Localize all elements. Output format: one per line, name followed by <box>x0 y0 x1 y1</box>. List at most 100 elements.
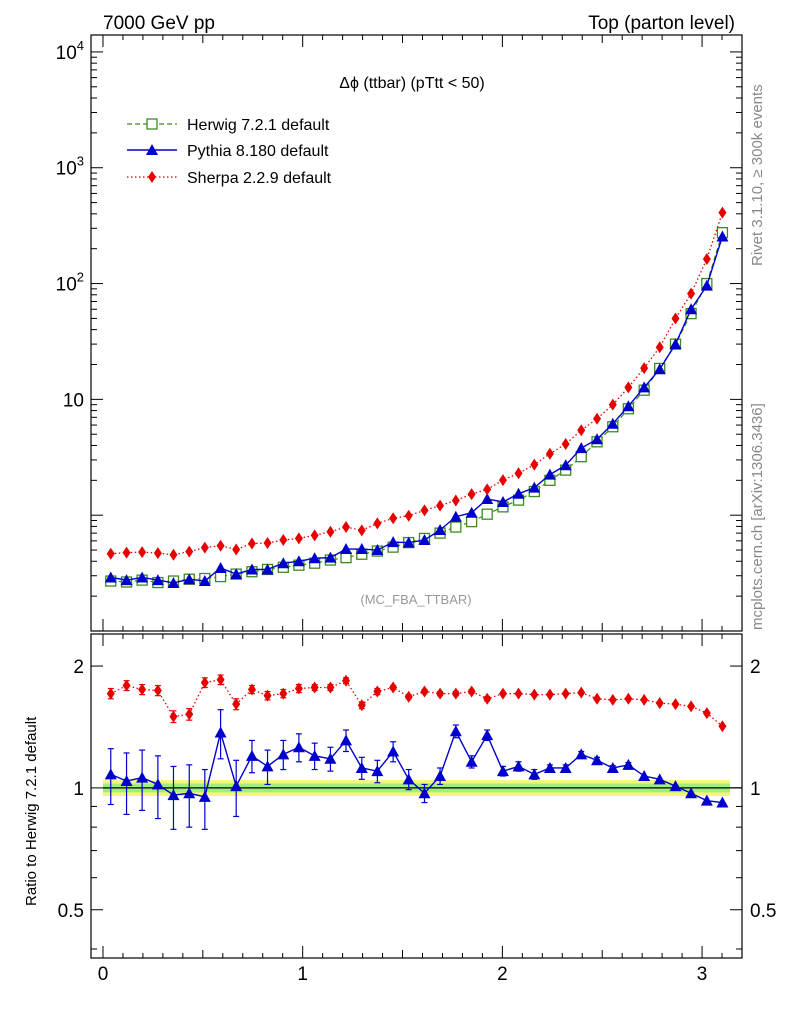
ratio-point-pythia <box>434 770 447 782</box>
data-point-pythia <box>496 495 509 507</box>
data-point-sherpa <box>420 504 429 517</box>
ratio-point-sherpa <box>655 697 664 710</box>
ratio-point-pythia <box>387 745 400 757</box>
legend-entry-pythia: Pythia 8.180 default <box>127 143 329 160</box>
ratio-point-pythia <box>167 789 180 801</box>
ratio-point-sherpa <box>106 687 115 700</box>
data-point-pythia <box>355 543 368 555</box>
data-point-sherpa <box>310 529 319 542</box>
data-point-sherpa <box>451 494 460 507</box>
ratio-point-pythia <box>120 775 133 787</box>
ratio-point-pythia <box>198 790 211 802</box>
ratio-point-sherpa <box>389 681 398 694</box>
legend-entry-herwig: Herwig 7.2.1 default <box>127 117 330 134</box>
data-point-pythia <box>606 417 619 429</box>
main-series <box>104 206 729 589</box>
data-point-sherpa <box>624 381 633 394</box>
ratio-point-pythia <box>245 749 258 761</box>
x-tick-label: 2 <box>497 964 508 985</box>
ratio-point-sherpa <box>687 700 696 713</box>
ratio-point-sherpa <box>436 687 445 700</box>
series-herwig <box>105 227 729 589</box>
data-point-pythia <box>669 338 682 350</box>
y-tick-label: 1 <box>73 779 84 800</box>
data-point-sherpa <box>577 424 586 437</box>
header-right: Top (parton level) <box>588 13 735 34</box>
ratio-frame <box>90 633 743 959</box>
legend-label-herwig: Herwig 7.2.1 default <box>187 117 330 134</box>
data-point-pythia <box>418 534 431 546</box>
data-point-pythia <box>230 568 243 580</box>
ratio-point-sherpa <box>640 693 649 706</box>
ratio-point-sherpa <box>263 689 272 702</box>
ratio-point-pythia <box>465 755 478 767</box>
data-point-pythia <box>402 536 415 548</box>
data-point-sherpa <box>279 534 288 547</box>
ratio-point-sherpa <box>530 688 539 701</box>
legend-entry-sherpa: Sherpa 2.2.9 default <box>127 170 332 187</box>
data-point-sherpa <box>138 546 147 559</box>
data-point-pythia <box>198 575 211 587</box>
ratio-point-sherpa <box>577 686 586 699</box>
ratio-point-sherpa <box>169 710 178 723</box>
legend-label-pythia: Pythia 8.180 default <box>187 143 329 160</box>
ratio-point-pythia <box>308 749 321 761</box>
data-point-pythia <box>449 510 462 522</box>
main-ticks <box>91 35 742 631</box>
x-tick-label: 3 <box>697 964 708 985</box>
ratio-ylabel: Ratio to Herwig 7.2.1 default <box>23 716 40 906</box>
legend: Herwig 7.2.1 default Pythia 8.180 defaul… <box>127 117 332 187</box>
rivet-label: Rivet 3.1.10, ≥ 300k events <box>749 84 766 266</box>
y-tick-label: 104 <box>56 38 84 64</box>
ratio-point-sherpa <box>420 685 429 698</box>
main-y-tick-labels: 10 102 103 104 <box>56 38 84 411</box>
data-point-sherpa <box>169 548 178 561</box>
x-tick-label: 1 <box>297 964 308 985</box>
ratio-point-pythia <box>606 761 619 773</box>
ratio-point-sherpa <box>294 682 303 695</box>
ratio-point-sherpa <box>561 687 570 700</box>
data-point-sherpa <box>389 512 398 525</box>
data-point-pythia <box>292 555 305 567</box>
data-point-sherpa <box>545 447 554 460</box>
ratio-point-pythia <box>528 768 541 780</box>
y-tick-label: 10 <box>63 390 84 411</box>
data-point-pythia <box>716 230 729 242</box>
ratio-point-pythia <box>214 726 227 738</box>
data-point-pythia <box>434 523 447 535</box>
ratio-point-sherpa <box>279 687 288 700</box>
data-point-sherpa <box>185 545 194 558</box>
ratio-point-pythia <box>371 765 384 777</box>
ratio-point-pythia <box>685 787 698 799</box>
data-point-sherpa <box>294 532 303 545</box>
data-point-sherpa <box>718 206 727 219</box>
ratio-panel: Ratio to Herwig 7.2.1 default 0.5 0.5 1 1 2 2 <box>23 633 777 959</box>
ratio-point-sherpa <box>702 707 711 720</box>
ratio-point-sherpa <box>310 681 319 694</box>
ratio-point-pythia <box>261 760 274 772</box>
ratio-point-sherpa <box>404 690 413 703</box>
data-point-sherpa <box>404 509 413 522</box>
data-point-sherpa <box>561 437 570 450</box>
data-point-pythia <box>638 381 651 393</box>
ratio-point-sherpa <box>232 698 241 711</box>
ratio-point-sherpa <box>483 692 492 705</box>
ratio-point-pythia <box>512 760 525 772</box>
data-point-sherpa <box>216 539 225 552</box>
data-point-pythia <box>340 543 353 555</box>
ratio-point-sherpa <box>545 688 554 701</box>
main-frame <box>90 34 743 632</box>
data-point-pythia <box>371 544 384 556</box>
data-point-pythia <box>261 563 274 575</box>
ratio-point-sherpa <box>185 708 194 721</box>
y-tick-label: 103 <box>56 154 84 180</box>
data-point-sherpa <box>232 543 241 556</box>
data-point-pythia <box>104 571 117 583</box>
series-pythia <box>104 230 729 588</box>
ratio-y-tick-labels: 0.5 0.5 1 1 2 2 <box>58 657 777 922</box>
data-point-pythia <box>591 433 604 445</box>
y-tick-label: 2 <box>73 657 84 678</box>
ratio-point-sherpa <box>138 683 147 696</box>
data-point-sherpa <box>687 287 696 300</box>
